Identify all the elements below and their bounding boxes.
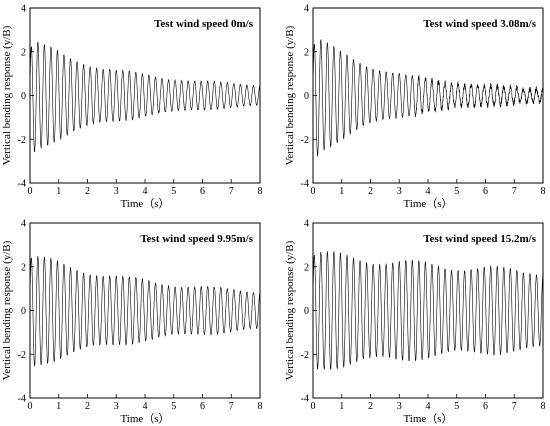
x-tick-label: 3: [397, 401, 402, 412]
y-tick-label: 0: [21, 91, 26, 102]
response-series-line: [312, 39, 544, 157]
x-tick-label: 0: [311, 186, 316, 197]
y-tick-label: 0: [304, 306, 309, 317]
y-tick-label: -4: [301, 179, 309, 190]
y-tick-label: -4: [18, 179, 26, 190]
x-tick-label: 1: [339, 401, 344, 412]
x-tick-label: 3: [397, 186, 402, 197]
y-tick-label: 2: [21, 47, 26, 58]
x-tick-label: 1: [56, 186, 61, 197]
y-tick-label: -2: [301, 135, 309, 146]
x-tick-label: 5: [454, 401, 459, 412]
y-axis-label: Vertical bending response (y/B): [284, 25, 296, 165]
x-tick-label: 8: [258, 401, 263, 412]
y-tick-label: 0: [21, 306, 26, 317]
x-axis-label: Time（s）: [403, 197, 452, 210]
chart-title: Test wind speed 3.08m/s: [423, 18, 536, 30]
x-tick-label: 7: [512, 401, 517, 412]
y-tick-label: -4: [18, 394, 26, 405]
y-axis-label: Vertical bending response (y/B): [1, 25, 13, 165]
response-series-line: [312, 251, 544, 370]
x-tick-label: 4: [426, 401, 431, 412]
x-tick-label: 0: [311, 401, 316, 412]
chart-title: Test wind speed 0m/s: [154, 18, 254, 30]
x-tick-label: 5: [171, 401, 176, 412]
x-tick-label: 6: [483, 186, 488, 197]
y-tick-label: 0: [304, 91, 309, 102]
y-tick-label: 4: [304, 219, 309, 230]
chart-title: Test wind speed 15.2m/s: [423, 233, 536, 245]
y-tick-label: -2: [18, 350, 26, 361]
x-tick-label: 3: [114, 401, 119, 412]
x-tick-label: 0: [28, 186, 33, 197]
x-axis-label: Time（s）: [120, 197, 169, 210]
x-tick-label: 2: [85, 401, 90, 412]
x-tick-label: 6: [200, 186, 205, 197]
x-tick-label: 8: [541, 186, 546, 197]
x-tick-label: 2: [368, 186, 373, 197]
x-tick-label: 7: [229, 186, 234, 197]
y-tick-label: 2: [304, 262, 309, 273]
y-tick-label: -2: [301, 350, 309, 361]
x-tick-label: 7: [229, 401, 234, 412]
x-tick-label: 1: [56, 401, 61, 412]
y-tick-label: -2: [18, 135, 26, 146]
x-tick-label: 5: [454, 186, 459, 197]
chart-title: Test wind speed 9.95m/s: [140, 233, 253, 245]
y-tick-label: 4: [21, 219, 26, 230]
response-series-line: [29, 41, 261, 153]
x-axis-label: Time（s）: [403, 412, 452, 425]
x-tick-label: 8: [541, 401, 546, 412]
x-tick-label: 6: [200, 401, 205, 412]
x-tick-label: 4: [143, 401, 148, 412]
x-tick-label: 4: [143, 186, 148, 197]
y-axis-label: Vertical bending response (y/B): [284, 240, 296, 380]
x-tick-label: 4: [426, 186, 431, 197]
y-tick-label: 2: [21, 262, 26, 273]
x-tick-label: 2: [368, 401, 373, 412]
y-tick-label: 4: [304, 4, 309, 15]
x-tick-label: 0: [28, 401, 33, 412]
x-tick-label: 1: [339, 186, 344, 197]
x-tick-label: 8: [258, 186, 263, 197]
y-axis-label: Vertical bending response (y/B): [1, 240, 13, 380]
x-tick-label: 7: [512, 186, 517, 197]
x-tick-label: 5: [171, 186, 176, 197]
x-tick-label: 6: [483, 401, 488, 412]
response-series-line: [29, 255, 261, 367]
y-tick-label: -4: [301, 394, 309, 405]
y-tick-label: 4: [21, 4, 26, 15]
x-tick-label: 2: [85, 186, 90, 197]
x-tick-label: 3: [114, 186, 119, 197]
y-tick-label: 2: [304, 47, 309, 58]
x-axis-label: Time（s）: [120, 412, 169, 425]
